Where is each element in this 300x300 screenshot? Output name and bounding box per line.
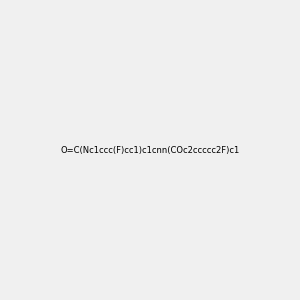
Text: O=C(Nc1ccc(F)cc1)c1cnn(COc2ccccc2F)c1: O=C(Nc1ccc(F)cc1)c1cnn(COc2ccccc2F)c1 [60, 146, 240, 154]
